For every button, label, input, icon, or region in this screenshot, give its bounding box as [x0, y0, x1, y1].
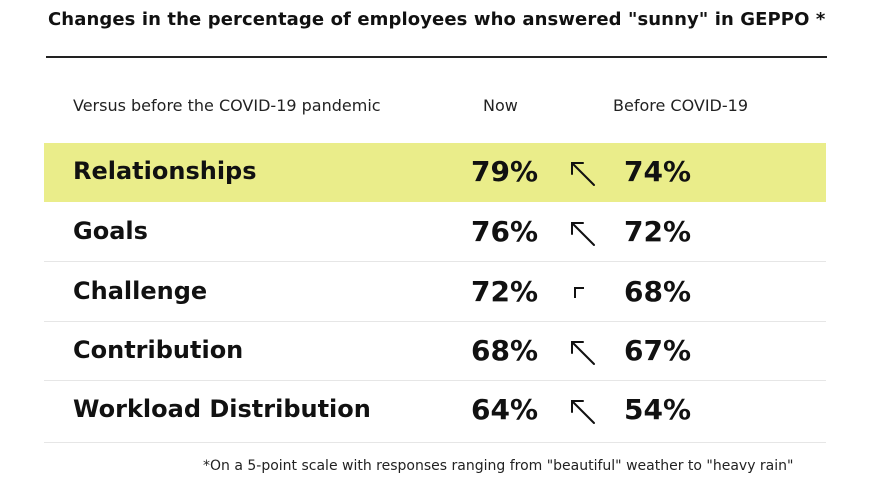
corner-mark-icon: [574, 287, 584, 298]
table-row: Contribution 68% 67%: [44, 322, 826, 381]
row-label: Contribution: [73, 336, 244, 364]
column-header-before: Before COVID-19: [613, 96, 748, 115]
up-left-arrow-icon: [571, 341, 595, 365]
table-row: Workload Distribution 64% 54%: [44, 381, 826, 443]
before-value: 72%: [624, 215, 692, 248]
up-left-arrow-icon: [571, 162, 595, 186]
row-label: Relationships: [73, 157, 257, 185]
before-value: 54%: [624, 393, 692, 426]
row-label: Challenge: [73, 277, 208, 305]
column-header-label: Versus before the COVID-19 pandemic: [73, 96, 381, 115]
chart-title: Changes in the percentage of employees w…: [48, 9, 826, 30]
title-divider: [46, 56, 827, 58]
up-left-arrow-icon: [571, 222, 595, 246]
before-value: 68%: [624, 275, 692, 308]
footnote: *On a 5-point scale with responses rangi…: [203, 458, 794, 474]
table-row: Challenge 72% 68%: [44, 263, 826, 322]
before-value: 67%: [624, 334, 692, 367]
row-label: Workload Distribution: [73, 395, 371, 423]
now-value: 79%: [471, 155, 539, 188]
row-label: Goals: [73, 217, 148, 245]
column-header-now: Now: [483, 96, 518, 115]
now-value: 64%: [471, 393, 539, 426]
table-row: Relationships 79% 74%: [44, 143, 826, 202]
table-row: Goals 76% 72%: [44, 203, 826, 262]
up-left-arrow-icon: [571, 400, 595, 424]
now-value: 72%: [471, 275, 539, 308]
now-value: 76%: [471, 215, 539, 248]
before-value: 74%: [624, 155, 692, 188]
now-value: 68%: [471, 334, 539, 367]
